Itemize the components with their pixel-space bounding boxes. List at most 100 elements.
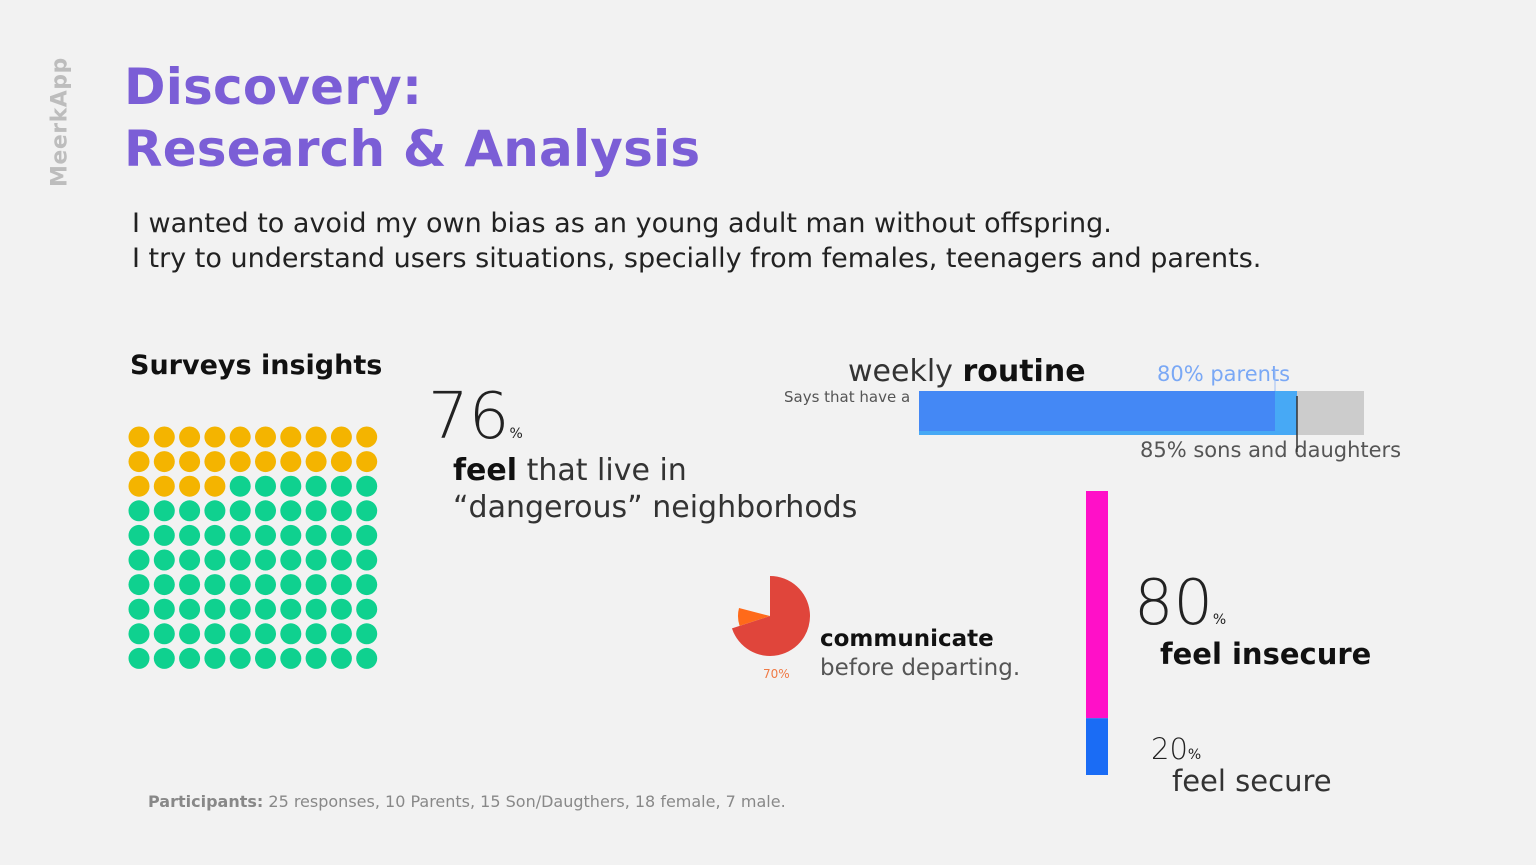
waffle-cell-green xyxy=(204,598,226,620)
waffle-cell-yellow xyxy=(280,426,302,448)
routine-small-label: Says that have a xyxy=(784,388,911,406)
parents-bar-label: 80% parents xyxy=(1157,362,1291,386)
stat-76: 76% xyxy=(428,380,523,454)
waffle-cell-yellow xyxy=(179,426,201,448)
waffle-cell-green xyxy=(255,574,276,596)
waffle-cell-green xyxy=(204,524,226,546)
title-line-1: Discovery: xyxy=(124,58,423,116)
waffle-cell-green xyxy=(179,574,201,596)
waffle-cell-green xyxy=(280,623,302,645)
stat-76-rest: that live in xyxy=(517,453,687,488)
waffle-cell-yellow xyxy=(255,451,276,473)
waffle-cell-green xyxy=(330,598,352,620)
insecure-bar xyxy=(1086,491,1108,719)
stat-76-value: 76 xyxy=(428,380,510,454)
waffle-cell-yellow xyxy=(153,475,175,497)
waffle-cell-green xyxy=(255,549,276,571)
waffle-cell-green xyxy=(356,623,378,645)
waffle-cell-yellow xyxy=(330,451,352,473)
waffle-cell-green xyxy=(128,647,150,669)
title-line-2: Research & Analysis xyxy=(124,120,701,178)
waffle-cell-green xyxy=(305,500,327,522)
waffle-cell-green xyxy=(255,598,276,620)
waffle-cell-green xyxy=(280,475,302,497)
waffle-cell-green xyxy=(128,623,150,645)
routine-title: weekly routine xyxy=(848,354,1086,389)
waffle-cell-yellow xyxy=(128,426,150,448)
waffle-cell-green xyxy=(179,598,201,620)
participants-note: Participants: 25 responses, 10 Parents, … xyxy=(148,792,786,811)
stat-20: 20% xyxy=(1151,732,1201,766)
waffle-cell-green xyxy=(229,500,251,522)
waffle-cell-green xyxy=(229,598,251,620)
intro-line-1: I wanted to avoid my own bias as an youn… xyxy=(132,208,1112,239)
waffle-cell-green xyxy=(204,549,226,571)
participants-text: 25 responses, 10 Parents, 15 Son/Daugthe… xyxy=(263,792,786,811)
waffle-cell-green xyxy=(305,574,327,596)
waffle-cell-green xyxy=(153,598,175,620)
waffle-cell-green xyxy=(153,647,175,669)
waffle-cell-green xyxy=(255,623,276,645)
feel-insecure-text: feel insecure xyxy=(1160,637,1372,671)
pie-slice-main xyxy=(731,576,811,657)
waffle-cell-yellow xyxy=(204,451,226,473)
waffle-cell-green xyxy=(204,574,226,596)
waffle-cell-green xyxy=(255,475,276,497)
waffle-cell-green xyxy=(255,524,276,546)
waffle-cell-green xyxy=(204,500,226,522)
stat-20-value: 20 xyxy=(1151,732,1188,766)
stat-76-caption: feel that live in “dangerous” neighborho… xyxy=(453,452,857,526)
waffle-cell-green xyxy=(179,500,201,522)
waffle-cell-yellow xyxy=(204,426,226,448)
waffle-cell-green xyxy=(229,549,251,571)
waffle-cell-yellow xyxy=(128,451,150,473)
waffle-cell-green xyxy=(356,598,378,620)
waffle-cell-yellow xyxy=(255,426,276,448)
feel-secure-label: feel secure xyxy=(1172,764,1332,798)
pie-slice-secondary xyxy=(737,608,770,626)
communicate-title: communicate xyxy=(820,626,994,652)
waffle-cell-green xyxy=(356,475,378,497)
stat-76-bold: feel xyxy=(453,453,518,488)
waffle-cell-yellow xyxy=(229,451,251,473)
pie-label: 70% xyxy=(763,667,790,681)
waffle-cell-green xyxy=(255,647,276,669)
waffle-cell-green xyxy=(153,524,175,546)
waffle-cell-green xyxy=(128,524,150,546)
waffle-cell-green xyxy=(305,598,327,620)
intro-line-2: I try to understand users situations, sp… xyxy=(132,243,1262,274)
waffle-cell-green xyxy=(128,500,150,522)
communicate-subtitle: before departing. xyxy=(820,655,1021,681)
waffle-cell-yellow xyxy=(280,451,302,473)
section-title: Surveys insights xyxy=(130,350,383,381)
waffle-cell-yellow xyxy=(305,451,327,473)
waffle-cell-green xyxy=(330,524,352,546)
waffle-cell-green xyxy=(330,500,352,522)
feel-insecure-label: feel insecure xyxy=(1160,637,1371,671)
stat-20-pct: % xyxy=(1187,747,1202,763)
waffle-cell-green xyxy=(280,524,302,546)
waffle-cell-green xyxy=(204,647,226,669)
waffle-cell-green xyxy=(179,549,201,571)
waffle-cell-green xyxy=(305,475,327,497)
waffle-cell-green xyxy=(305,647,327,669)
waffle-cell-green xyxy=(229,623,251,645)
waffle-cell-green xyxy=(330,475,352,497)
waffle-cell-yellow xyxy=(356,426,378,448)
waffle-cell-green xyxy=(330,647,352,669)
waffle-cell-green xyxy=(153,623,175,645)
waffle-cell-green xyxy=(330,574,352,596)
stat-80: 80% xyxy=(1134,566,1226,639)
waffle-cell-yellow xyxy=(153,451,175,473)
waffle-chart xyxy=(128,426,378,669)
waffle-cell-green xyxy=(204,623,226,645)
waffle-cell-green xyxy=(356,524,378,546)
waffle-cell-green xyxy=(128,574,150,596)
waffle-cell-yellow xyxy=(229,426,251,448)
waffle-cell-green xyxy=(153,500,175,522)
waffle-cell-green xyxy=(128,549,150,571)
waffle-cell-green xyxy=(356,647,378,669)
waffle-cell-green xyxy=(280,500,302,522)
waffle-cell-green xyxy=(356,574,378,596)
